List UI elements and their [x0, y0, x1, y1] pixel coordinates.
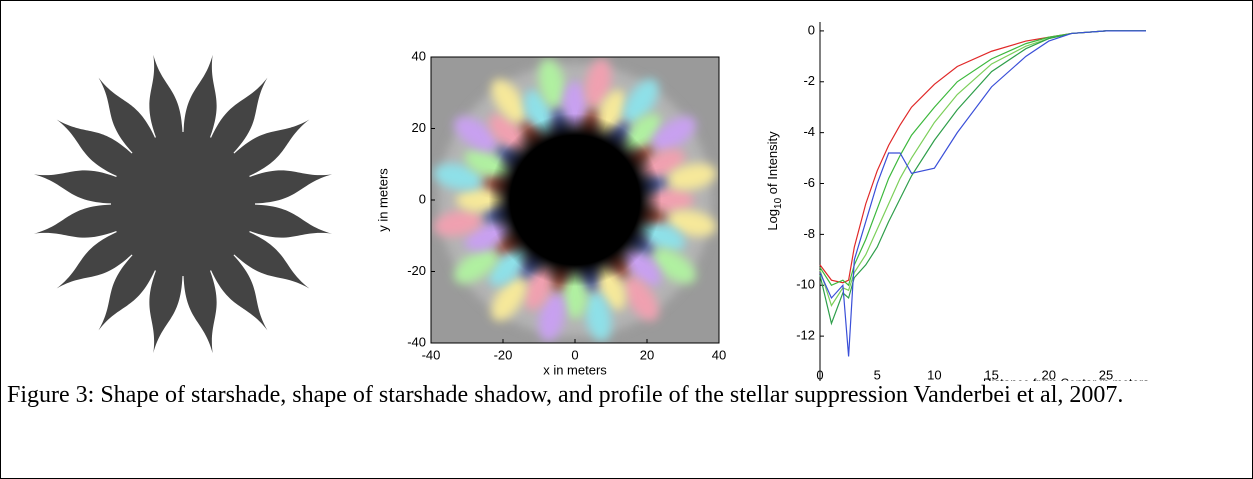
shadow-blob	[584, 291, 612, 342]
shadow-blob	[666, 163, 717, 191]
shadow-blob	[651, 116, 696, 152]
shadow-blob	[623, 276, 659, 321]
series-line	[819, 30, 1146, 284]
shadow-blob	[538, 291, 566, 342]
x-tick-label: 25	[1099, 367, 1113, 381]
x-tick-label: -40	[422, 347, 441, 362]
y-tick-label: -8	[803, 226, 815, 241]
shadow-blob	[491, 276, 527, 321]
shadow-blob	[538, 58, 566, 109]
shadow-blob	[433, 163, 484, 191]
x-tick-label: -20	[494, 347, 513, 362]
x-tick-label: 20	[1042, 367, 1056, 381]
y-tick-label: -12	[796, 328, 815, 343]
series-line	[819, 30, 1146, 357]
series-line	[819, 30, 1146, 287]
shadow-blob	[454, 116, 499, 152]
shadow-core	[488, 113, 662, 287]
y-tick-label: 0	[419, 191, 426, 206]
x-tick-label: 0	[571, 347, 578, 362]
x-tick-label: 10	[927, 367, 941, 381]
y-tick-label: -20	[407, 263, 426, 278]
y-tick-label: -4	[803, 124, 815, 139]
shadow-blob	[584, 58, 612, 109]
x-axis-label: x in meters	[543, 362, 607, 377]
y-tick-label: -40	[407, 334, 426, 349]
y-tick-label: 0	[808, 22, 815, 37]
shadow-blob	[666, 209, 717, 237]
x-tick-label: 20	[640, 347, 654, 362]
x-tick-label: 0	[816, 367, 823, 381]
series-line	[819, 30, 1146, 308]
caption: Figure 3: Shape of starshade, shape of s…	[7, 382, 1124, 408]
y-tick-label: -6	[803, 175, 815, 190]
y-tick-label: 20	[412, 120, 426, 135]
y-axis-label: Log10 of Intensity	[765, 131, 783, 231]
starshade-shape	[33, 54, 333, 354]
y-axis-label-part: of Intensity	[765, 131, 780, 198]
shadow-blob	[623, 79, 659, 124]
y-tick-label: -10	[796, 277, 815, 292]
series-line	[819, 30, 1146, 326]
shadow-image	[431, 57, 719, 343]
starshade	[33, 54, 333, 354]
shadow-blob	[491, 79, 527, 124]
y-axis-label-part: Log	[765, 209, 780, 231]
shadow-blob	[651, 248, 696, 284]
x-tick-label: 5	[874, 367, 881, 381]
y-tick-label: -2	[803, 73, 815, 88]
y-axis-label: y in meters	[375, 168, 390, 232]
x-tick-label: 15	[984, 367, 998, 381]
y-axis-label-part: 10	[773, 197, 784, 209]
x-tick-label: 40	[712, 347, 726, 362]
shadow-blob	[433, 209, 484, 237]
y-tick-label: 40	[412, 48, 426, 63]
shadow-blob	[454, 248, 499, 284]
